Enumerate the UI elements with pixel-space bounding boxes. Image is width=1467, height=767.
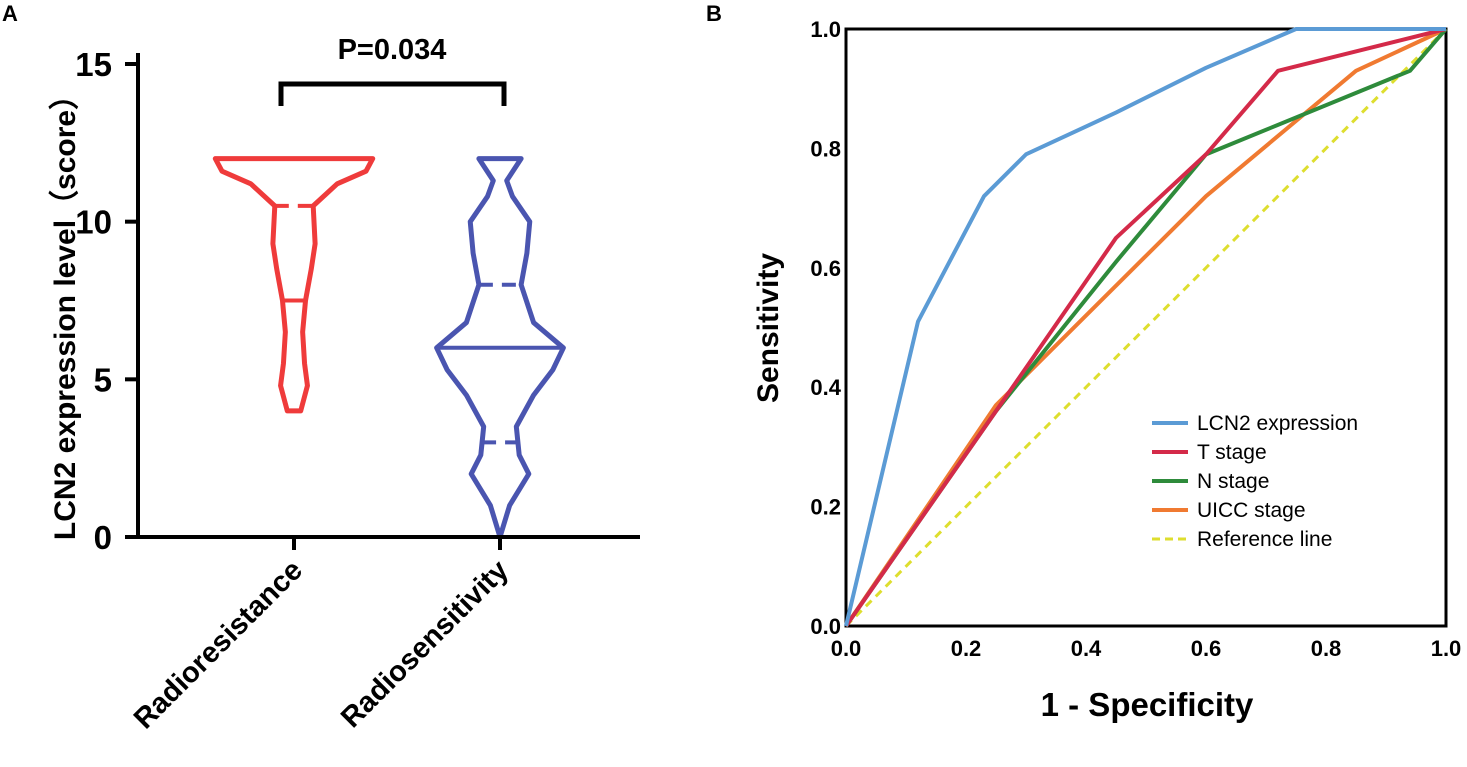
x-tick-label: 0.8 xyxy=(1311,636,1342,661)
panel-a-y-label: LCN2 expression level（score） xyxy=(48,80,82,540)
p-value-label: P=0.034 xyxy=(338,34,447,66)
y-tick-label: 0.6 xyxy=(810,256,841,281)
legend-label-t-stage: T stage xyxy=(1197,441,1267,464)
panel-b-x-ticks: 0.0 0.2 0.4 0.6 0.8 1.0 xyxy=(831,636,1462,661)
y-tick-label: 1.0 xyxy=(810,17,841,42)
legend-label-lcn2-expression: LCN2 expression xyxy=(1197,412,1358,435)
x-tick-label: 0.0 xyxy=(831,636,862,661)
panel-b-x-label: 1 - Specificity xyxy=(1041,686,1254,723)
legend-label-reference-line: Reference line xyxy=(1197,528,1332,551)
y-tick-label: 5 xyxy=(94,361,112,398)
x-tick-label: 0.4 xyxy=(1071,636,1102,661)
panel-b-y-ticks: 0.0 0.2 0.4 0.6 0.8 1.0 xyxy=(810,17,841,639)
y-tick-label: 0.8 xyxy=(810,136,841,161)
roc-line-reference-line xyxy=(844,27,1448,628)
legend: LCN2 expression T stage N stage UICC stage R… xyxy=(1152,412,1358,551)
panel-a: A 0 5 10 15 Radioresistance Radiosensitivity… xyxy=(2,1,640,735)
violin-group xyxy=(212,156,566,540)
x-tick-label: 1.0 xyxy=(1431,636,1462,661)
y-tick-label: 0 xyxy=(94,519,112,556)
violin-radioresistance xyxy=(212,156,376,414)
x-category-label-radioresistance: Radioresistance xyxy=(128,554,309,735)
legend-label-n-stage: N stage xyxy=(1197,470,1269,493)
y-tick-label: 0.0 xyxy=(810,614,841,639)
panel-a-y-ticks: 0 5 10 15 xyxy=(75,46,138,556)
roc-line-lcn2-expression xyxy=(844,27,1446,627)
violin-radiosensitivity xyxy=(434,156,566,540)
roc-curves xyxy=(844,27,1448,628)
panel-b-y-label: Sensitivity xyxy=(752,253,785,403)
x-tick-label: 0.6 xyxy=(1191,636,1222,661)
panel-b-label: B xyxy=(706,1,722,26)
legend-label-uicc-stage: UICC stage xyxy=(1197,499,1306,522)
y-tick-label: 0.4 xyxy=(810,375,841,400)
y-tick-label: 15 xyxy=(75,46,112,83)
roc-line-uicc-stage xyxy=(844,27,1447,628)
roc-line-t-stage xyxy=(844,27,1447,628)
x-category-label-radiosensitivity: Radiosensitivity xyxy=(335,554,515,734)
roc-plot-frame xyxy=(844,27,1448,628)
panel-b: B 0.0 0.2 0.4 0.6 0.8 1.0 0.00.20.40.60.81.0 … xyxy=(706,1,1461,723)
y-tick-label: 10 xyxy=(75,204,112,241)
panel-a-x-categories: Radioresistance Radiosensitivity xyxy=(128,537,515,735)
panel-a-label: A xyxy=(2,1,18,26)
significance-bracket xyxy=(278,81,507,106)
y-tick-label: 0.2 xyxy=(810,495,841,520)
x-tick-label: 0.2 xyxy=(951,636,982,661)
